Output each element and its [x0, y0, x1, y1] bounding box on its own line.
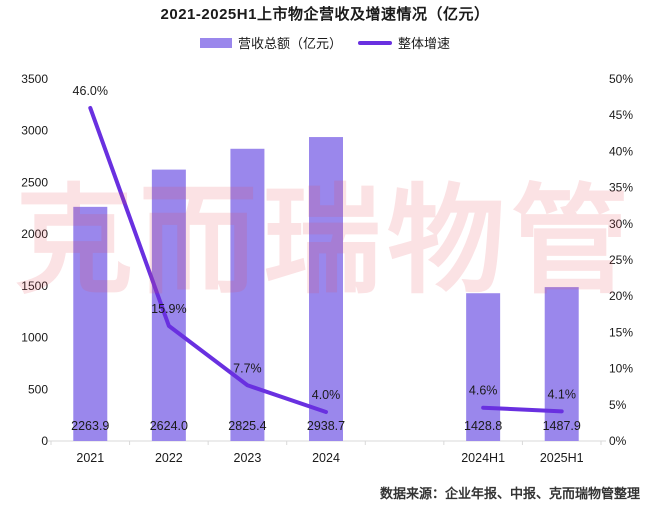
growth-line [88, 105, 328, 415]
bar-2023 [230, 148, 265, 441]
right-axis-tick-label: 0% [609, 434, 627, 448]
growth-value-label: 15.9% [151, 302, 186, 316]
bar-2025H1 [544, 287, 579, 441]
growth-line [481, 405, 564, 414]
growth-value-label: 46.0% [73, 84, 108, 98]
x-axis-label-2024H1: 2024H1 [461, 451, 505, 465]
legend-label-growth: 整体增速 [398, 36, 451, 51]
left-axis-tick-label: 1000 [21, 331, 48, 345]
x-axis-label-2021: 2021 [76, 451, 104, 465]
chart-title: 2021-2025H1上市物企营收及增速情况（亿元） [160, 6, 490, 23]
bar-value-label: 2825.4 [228, 419, 266, 433]
left-axis-tick-label: 2000 [21, 227, 48, 241]
bar-2024H1 [466, 293, 501, 441]
bar-2024 [309, 137, 343, 442]
right-axis-tick-label: 30% [609, 217, 633, 231]
x-axis-label-2024: 2024 [312, 451, 340, 465]
right-axis-tick-label: 35% [609, 181, 633, 195]
data-source-note: 数据来源：企业年报、中报、克而瑞物管整理 [379, 486, 640, 501]
legend: 营收总额（亿元） 整体增速 [0, 33, 650, 52]
bar-2022 [151, 169, 186, 441]
bar-value-label: 2624.0 [150, 419, 188, 433]
x-axis-label-2022: 2022 [155, 451, 183, 465]
growth-value-label: 4.0% [312, 388, 341, 402]
bar-value-label: 1487.9 [543, 419, 581, 433]
right-axis-tick-label: 25% [609, 253, 633, 267]
growth-value-label: 4.1% [547, 387, 576, 401]
line-swatch-icon [358, 40, 392, 45]
bar-2021 [73, 206, 108, 441]
left-axis-tick-label: 500 [28, 382, 48, 396]
right-axis-tick-label: 20% [609, 289, 633, 303]
x-axis-label-2025H1: 2025H1 [540, 451, 584, 465]
left-axis-tick-label: 1500 [21, 279, 48, 293]
bar-value-label: 1428.8 [464, 419, 502, 433]
legend-item-revenue: 营收总额（亿元） [199, 33, 342, 52]
bar-value-label: 2263.9 [71, 419, 109, 433]
right-axis-tick-label: 45% [609, 108, 633, 122]
right-axis-tick-label: 40% [609, 144, 633, 158]
legend-item-growth: 整体增速 [358, 33, 450, 52]
right-axis-tick-label: 5% [609, 398, 627, 412]
x-axis-label-2023: 2023 [234, 451, 262, 465]
right-axis-tick-label: 15% [609, 325, 633, 339]
left-axis-tick-label: 2500 [21, 175, 48, 189]
growth-value-label: 7.7% [233, 361, 262, 375]
right-axis-tick-label: 50% [609, 72, 633, 86]
legend-label-revenue: 营收总额（亿元） [237, 36, 342, 51]
left-axis-tick-label: 3000 [21, 124, 48, 138]
bar-value-label: 2938.7 [307, 419, 345, 433]
left-axis-tick-label: 0 [41, 434, 48, 448]
left-axis-tick-label: 3500 [21, 72, 48, 86]
growth-value-label: 4.6% [469, 384, 498, 398]
right-axis-tick-label: 10% [609, 362, 633, 376]
bar-swatch-icon [199, 37, 232, 48]
